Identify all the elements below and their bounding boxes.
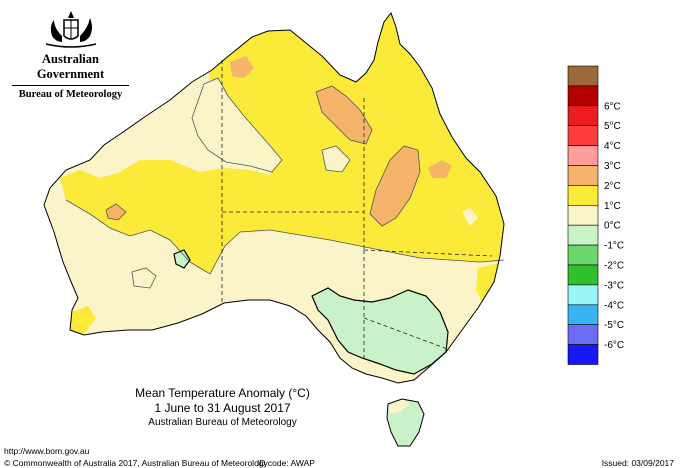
zero-to-one-west-patch (132, 268, 156, 288)
legend-swatch (567, 324, 599, 345)
legend-swatch (567, 205, 599, 226)
legend-swatch (567, 185, 599, 206)
border-sa-qld-nsw (363, 249, 493, 257)
border-nsw-vic (363, 317, 451, 351)
legend-swatch (567, 105, 599, 127)
anomaly-contours (65, 77, 505, 289)
legend-swatch (567, 304, 599, 325)
one-to-two-north (60, 13, 504, 274)
legend-swatch (567, 344, 599, 365)
legend-swatch (567, 165, 599, 186)
tasmania-anomaly-fills (387, 399, 424, 446)
zero-to-one-top-end (322, 146, 350, 172)
legend-label: 0°C (604, 221, 621, 232)
minus-one-to-zero-wa (174, 250, 190, 268)
legend-label: 2°C (604, 181, 621, 192)
legend-swatch (567, 244, 599, 266)
legend-swatch (567, 145, 599, 166)
map-title: Mean Temperature Anomaly (°C) (135, 386, 310, 400)
legend: 6°C 5°C 4°C 3°C 2°C 1°C 0°C -1°C -2°C -3°C -4°C -5°… (567, 65, 624, 365)
footer-issued: Issued: 03/09/2017 (601, 458, 674, 468)
legend-label: -4°C (604, 300, 624, 311)
footer-url[interactable]: http://www.bom.gov.au (4, 446, 90, 456)
legend-label: -6°C (604, 340, 624, 351)
legend-label: 1°C (604, 201, 621, 212)
map-title-block: Mean Temperature Anomaly (°C) 1 June to … (130, 386, 315, 430)
footer-copyright: © Commonwealth of Australia 2017, Austra… (4, 458, 268, 468)
one-to-two-wa-south (70, 306, 96, 334)
legend-swatch (567, 284, 599, 306)
legend-swatch (567, 85, 599, 107)
legend-label: 5°C (604, 121, 621, 132)
legend-swatch (567, 65, 599, 87)
two-to-three-qld (370, 146, 420, 226)
legend-label: -1°C (604, 241, 624, 252)
legend-label: 4°C (604, 141, 621, 152)
two-to-three-nt-north (316, 86, 372, 144)
coat-of-arms-icon (45, 11, 96, 48)
state-borders (221, 60, 493, 358)
footer-id-code: ID code: AWAP (257, 458, 315, 468)
minus-one-to-zero-se (312, 288, 448, 374)
bureau-name: Bureau of Meteorology (18, 89, 123, 100)
two-to-three-nw (230, 56, 254, 78)
map-period: 1 June to 31 August 2017 (154, 401, 291, 415)
legend-label: -3°C (604, 280, 624, 291)
zero-to-one-kimberley (192, 78, 282, 172)
legend-swatch (567, 224, 599, 246)
legend-swatch (567, 264, 599, 286)
legend-label: 6°C (604, 101, 621, 112)
government-header: Australian Government Bureau of Meteorol… (8, 8, 133, 100)
zero-to-one-nw-coast (80, 132, 130, 176)
legend-swatch (567, 125, 599, 146)
zero-to-one-qld-coast (462, 208, 478, 226)
two-to-three-cape-york (428, 160, 452, 178)
legend-label: -5°C (604, 320, 624, 331)
legend-label: 3°C (604, 161, 621, 172)
header-divider (12, 85, 129, 86)
legend-label: -2°C (604, 261, 624, 272)
government-name: Australian Government (36, 52, 105, 81)
map-source: Australian Bureau of Meteorology (148, 417, 297, 428)
